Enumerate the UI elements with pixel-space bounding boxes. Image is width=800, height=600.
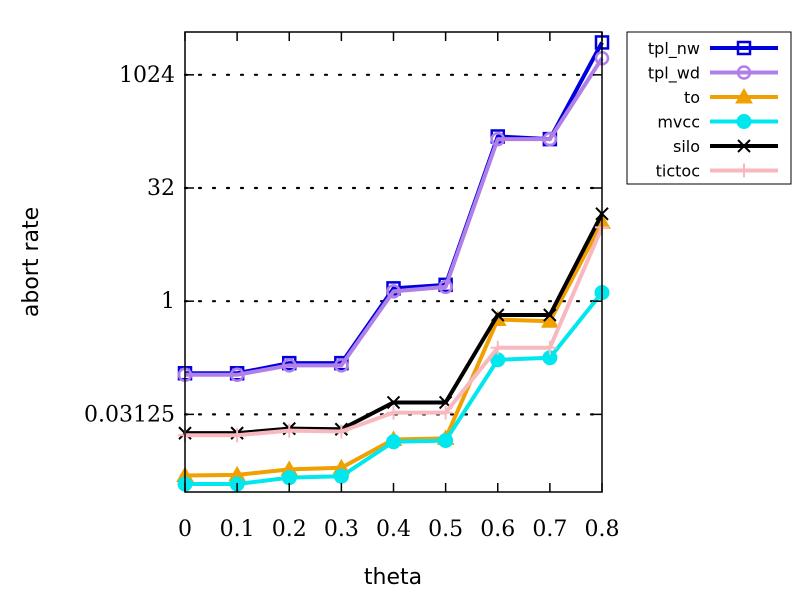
y-tick-label: 1024: [119, 63, 175, 88]
data-point: [490, 340, 505, 355]
grid-lines: [183, 73, 604, 416]
data-point: [438, 433, 454, 449]
data-point: [438, 279, 453, 295]
data-point: [543, 308, 557, 322]
x-tick-label: 0.5: [428, 517, 463, 542]
x-tick-label: 0.2: [272, 517, 307, 542]
x-tick-label: 0.3: [324, 517, 359, 542]
legend-swatch-marker: [737, 139, 751, 153]
legend-label: tpl_wd: [648, 64, 700, 84]
series-mvcc: [177, 285, 610, 492]
y-tick-label: 1: [161, 289, 175, 314]
series-tpl_wd: [177, 51, 610, 383]
x-axis-title: theta: [364, 565, 422, 590]
data-point: [230, 428, 245, 443]
legend-label: silo: [673, 137, 700, 156]
data-point: [491, 308, 505, 322]
data-point: [542, 340, 557, 355]
data-point: [333, 468, 349, 484]
x-tick-label: 0.1: [220, 517, 255, 542]
data-point: [542, 131, 558, 147]
legend-box: [626, 31, 792, 185]
series-line: [185, 212, 604, 436]
data-point: [229, 367, 245, 383]
data-point: [490, 131, 505, 147]
data-point: [438, 405, 453, 420]
data-point: [282, 423, 297, 438]
x-tick-label: 0.8: [585, 517, 620, 542]
data-point: [281, 470, 297, 486]
legend-label: tpl_nw: [648, 39, 700, 59]
axis-ticks: 0.03125 1 32 1024 0 0.1 0.2 0.3 0.4 0.5 0.6 0.7 0.8: [84, 32, 620, 542]
data-point: [334, 424, 349, 439]
legend-label: tictoc: [656, 162, 700, 181]
plot-frame: [184, 31, 603, 493]
legend-swatch-marker: [736, 114, 752, 129]
series-layer: [176, 35, 611, 492]
y-axis-title: abort rate: [19, 207, 44, 317]
x-tick-label: 0: [178, 517, 192, 542]
legend-label: mvcc: [657, 113, 700, 132]
legend-swatch-marker: [736, 65, 752, 80]
series-line: [185, 41, 604, 376]
legend-swatch-marker: [735, 87, 753, 104]
data-point: [386, 434, 401, 450]
legend-swatch-marker: [736, 40, 752, 56]
x-tick-label: 0.7: [532, 517, 567, 542]
data-point: [386, 284, 401, 299]
series-tictoc: [178, 220, 609, 443]
data-point: [334, 358, 349, 373]
y-tick-label: 32: [147, 176, 175, 201]
legend-swatch-marker: [737, 163, 751, 178]
x-tick-label: 0.6: [480, 517, 515, 542]
series-line: [185, 57, 604, 377]
data-point: [386, 405, 401, 420]
series-tpl_nw: [177, 35, 610, 381]
data-point: [386, 395, 401, 410]
data-point: [282, 358, 297, 373]
y-tick-label: 0.03125: [84, 402, 175, 427]
legend-label: to: [684, 88, 700, 107]
x-tick-label: 0.4: [376, 517, 411, 542]
